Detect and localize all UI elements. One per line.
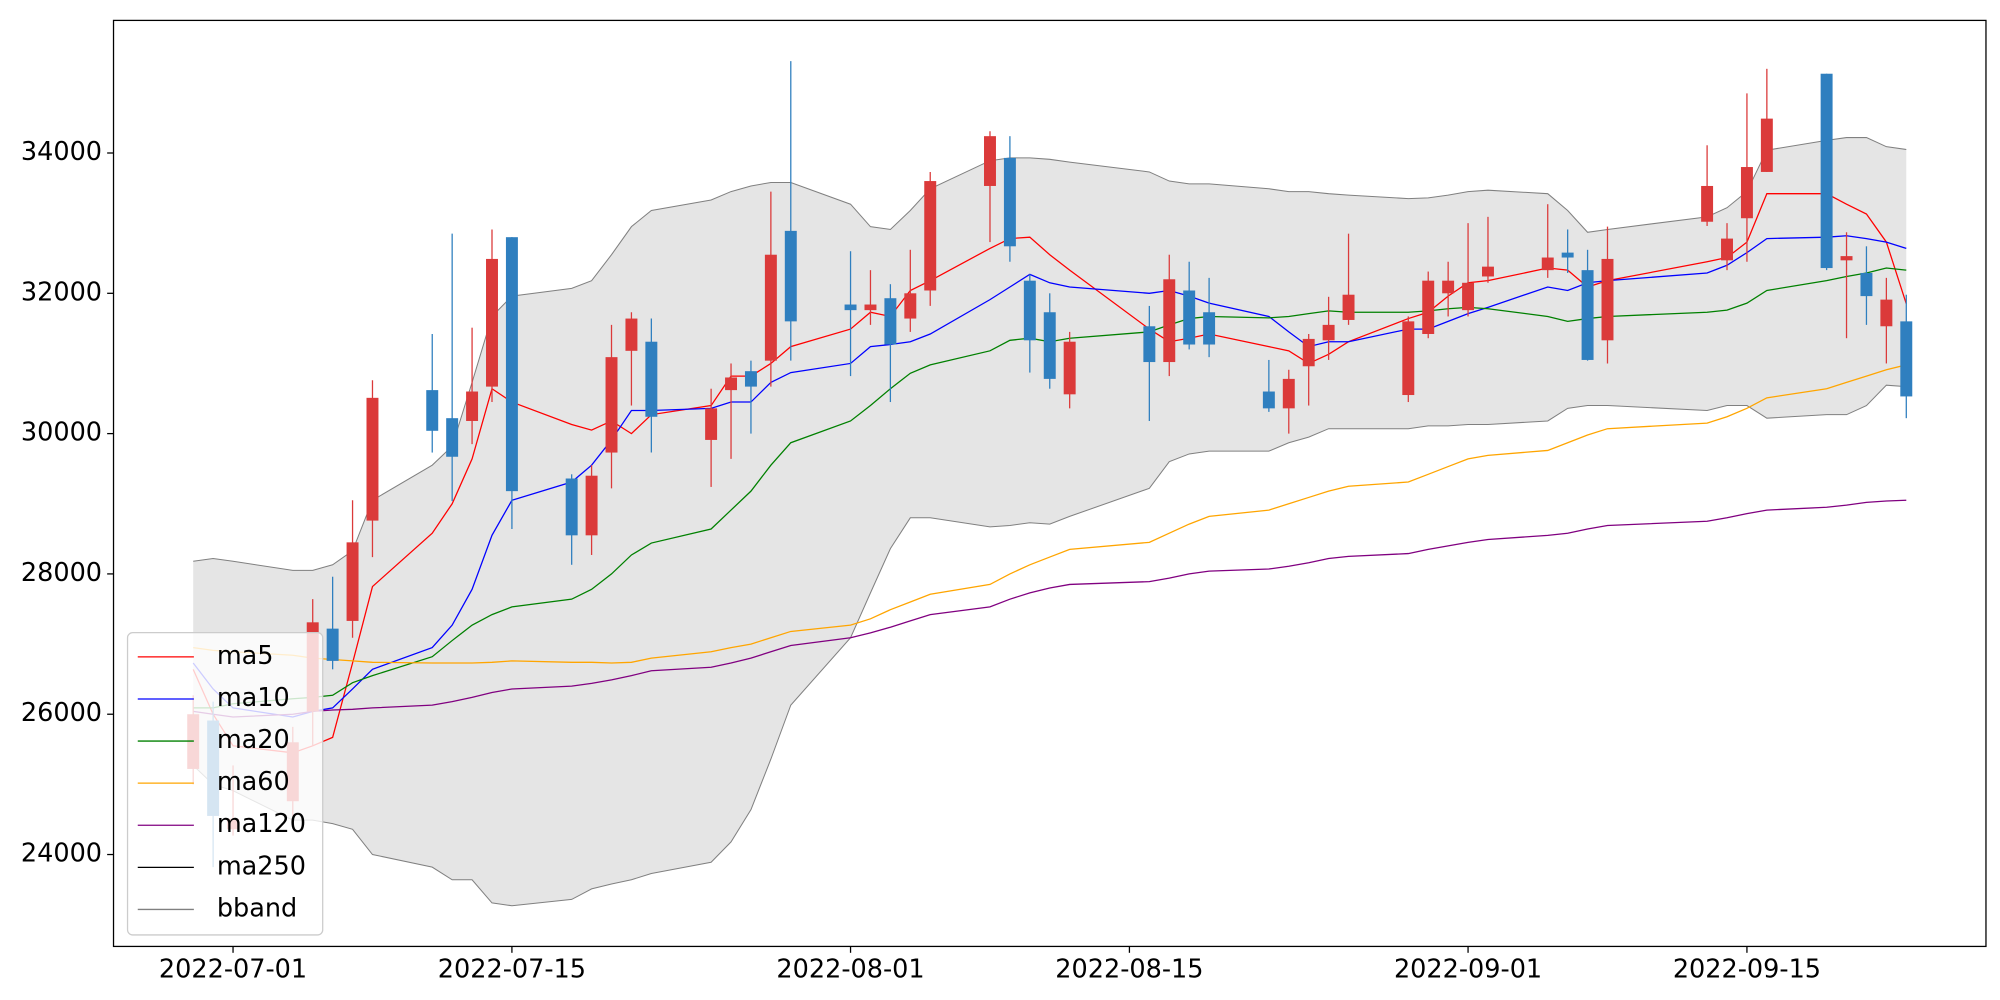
candle-body xyxy=(1183,290,1196,345)
candle-body xyxy=(924,181,937,291)
y-tick-label: 26000 xyxy=(21,698,102,728)
candle-body xyxy=(1302,338,1315,367)
legend: ma5 ma10 ma20 ma60 ma120 ma250 bband xyxy=(126,632,324,936)
candle-body xyxy=(1482,266,1494,277)
x-tick-label: 2022-08-01 xyxy=(776,955,924,985)
legend-label: ma60 xyxy=(217,767,290,797)
candle-body xyxy=(1442,280,1455,294)
candle-body xyxy=(505,237,518,492)
y-tick-label: 32000 xyxy=(21,277,102,307)
band-fill xyxy=(193,137,1907,906)
candle-body xyxy=(1322,324,1335,341)
band-lower xyxy=(192,384,1907,907)
legend-label: ma250 xyxy=(217,851,306,881)
candle-body xyxy=(1422,280,1435,334)
legend-box xyxy=(126,632,324,936)
line-layer xyxy=(192,193,1907,754)
candle-body xyxy=(1462,282,1475,311)
candle-body xyxy=(784,230,797,322)
candle-body xyxy=(1043,312,1056,379)
x-tick-label: 2022-09-01 xyxy=(1394,955,1542,985)
candle-body xyxy=(984,136,996,186)
candle-body xyxy=(1163,279,1176,363)
candle-body xyxy=(744,371,757,387)
candle-body xyxy=(1820,73,1833,269)
candle-body xyxy=(1740,167,1753,219)
axes-layer: 24000 26000 28000 30000 32000 34000 2022-07-01… xyxy=(21,19,1987,985)
candle-body xyxy=(1541,257,1554,271)
candle-body xyxy=(1701,185,1714,222)
candle-body xyxy=(565,478,578,536)
candle-body xyxy=(1760,118,1773,172)
candle-body xyxy=(1860,272,1873,297)
candle-body xyxy=(366,397,379,521)
candle-body xyxy=(1402,321,1415,396)
candle-body xyxy=(346,542,359,621)
candle-body xyxy=(904,293,917,319)
candle-body xyxy=(1003,157,1016,247)
x-tick-label: 2022-08-15 xyxy=(1055,955,1203,985)
candle-body xyxy=(426,390,439,431)
candle-body xyxy=(764,254,777,361)
y-tick-label: 24000 xyxy=(21,839,102,869)
candle-body xyxy=(326,628,339,661)
candle-body xyxy=(1840,256,1853,261)
legend-label: ma120 xyxy=(217,809,306,839)
candle-body xyxy=(446,418,459,457)
x-tick-label: 2022-07-01 xyxy=(159,955,307,985)
candle-body xyxy=(585,475,598,536)
candle-body xyxy=(1282,378,1295,409)
candle-body xyxy=(884,298,897,345)
candle-body xyxy=(725,377,738,391)
candle-body xyxy=(486,258,498,387)
legend-label: ma10 xyxy=(217,683,290,713)
candle-body xyxy=(625,318,638,351)
legend-label: bband xyxy=(217,893,297,923)
x-tick-label: 2022-07-15 xyxy=(438,955,586,985)
candle-body xyxy=(1581,270,1594,360)
candle-body xyxy=(1601,258,1614,341)
candle-body xyxy=(1262,391,1275,409)
legend-label: ma5 xyxy=(217,641,274,671)
candle-body xyxy=(605,357,618,453)
y-tick-label: 30000 xyxy=(21,418,102,448)
legend-label: ma20 xyxy=(217,725,290,755)
candle-body xyxy=(1143,326,1156,363)
y-tick-label: 34000 xyxy=(21,137,102,167)
candle-body xyxy=(1900,321,1913,397)
x-tick-label: 2022-09-15 xyxy=(1673,955,1821,985)
ma-line xyxy=(193,499,1907,718)
candle-body xyxy=(1721,238,1733,261)
candle-body xyxy=(466,391,479,421)
ma-line xyxy=(193,364,1907,664)
y-tick-label: 28000 xyxy=(21,558,102,588)
candle-body xyxy=(1063,341,1076,395)
band-layer xyxy=(192,137,1907,907)
candle-body xyxy=(864,304,877,311)
candle-body xyxy=(1342,294,1355,320)
plot-frame xyxy=(112,19,1987,948)
candle-body xyxy=(1880,299,1893,327)
candle-body xyxy=(1561,252,1574,258)
candle-body xyxy=(1023,280,1036,341)
candle-body xyxy=(844,304,857,311)
candle-body xyxy=(645,341,658,417)
candle-body xyxy=(705,408,718,440)
candle-body xyxy=(1203,312,1216,345)
